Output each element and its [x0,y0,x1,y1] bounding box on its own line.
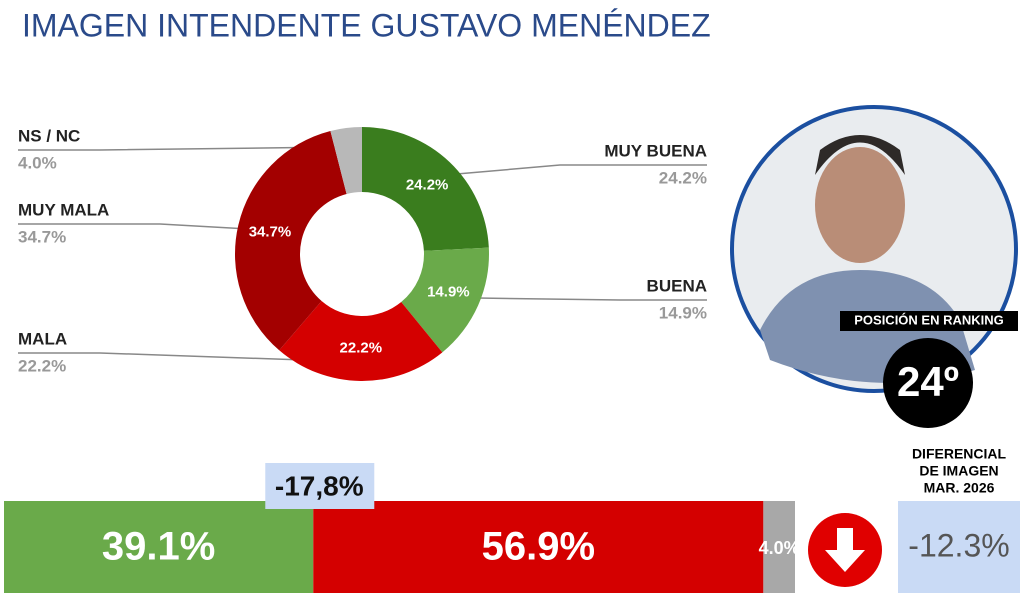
category-value: 22.2% [18,356,66,375]
bar-segment [313,501,764,593]
leader-line [436,164,707,177]
slice-label: 14.9% [427,283,470,300]
title: IMAGEN INTENDENTE GUSTAVO MENÉNDEZ [22,7,711,43]
bar-label: 39.1% [102,525,215,569]
category-label: BUENA [647,276,707,295]
ranking-badge [883,338,973,428]
slice-label: 34.7% [249,223,292,240]
category-value: 34.7% [18,227,66,246]
category-label: MUY BUENA [604,141,707,160]
category-label: MUY MALA [18,200,109,219]
differential-label: DE IMAGEN [919,463,998,479]
ranking-banner [840,311,1018,331]
differential-label: MAR. 2026 [924,480,995,496]
bar-label: 56.9% [482,525,595,569]
category-value: 4.0% [18,153,57,172]
leader-line [18,352,361,363]
donut-slice [401,247,489,353]
donut-slice [235,130,347,351]
slice-label: 24.2% [406,176,449,193]
bar-label: 4.0% [759,538,800,558]
ranking-position: 24º [897,358,959,405]
bar-segment [763,501,795,593]
arrow-icon [825,528,865,572]
difference-box [265,463,375,509]
ranking-label: POSICIÓN EN RANKING [854,312,1004,327]
portrait [730,105,1018,393]
category-label: NS / NC [18,126,80,145]
differential-label: DIFERENCIAL [912,446,1007,462]
donut-slice [362,127,489,251]
leader-line [18,223,257,231]
bar-segment [4,501,314,593]
leader-line [460,297,707,301]
category-label: MALA [18,329,67,348]
category-value: 14.9% [659,303,707,322]
donut-slice [279,301,443,382]
category-value: 24.2% [659,168,707,187]
differential-value: -12.3% [908,527,1009,563]
difference-label: -17,8% [275,470,364,501]
donut-slice [330,127,362,194]
slice-label: 22.2% [340,339,383,356]
leader-line [18,146,349,151]
differential-box [898,501,1020,593]
